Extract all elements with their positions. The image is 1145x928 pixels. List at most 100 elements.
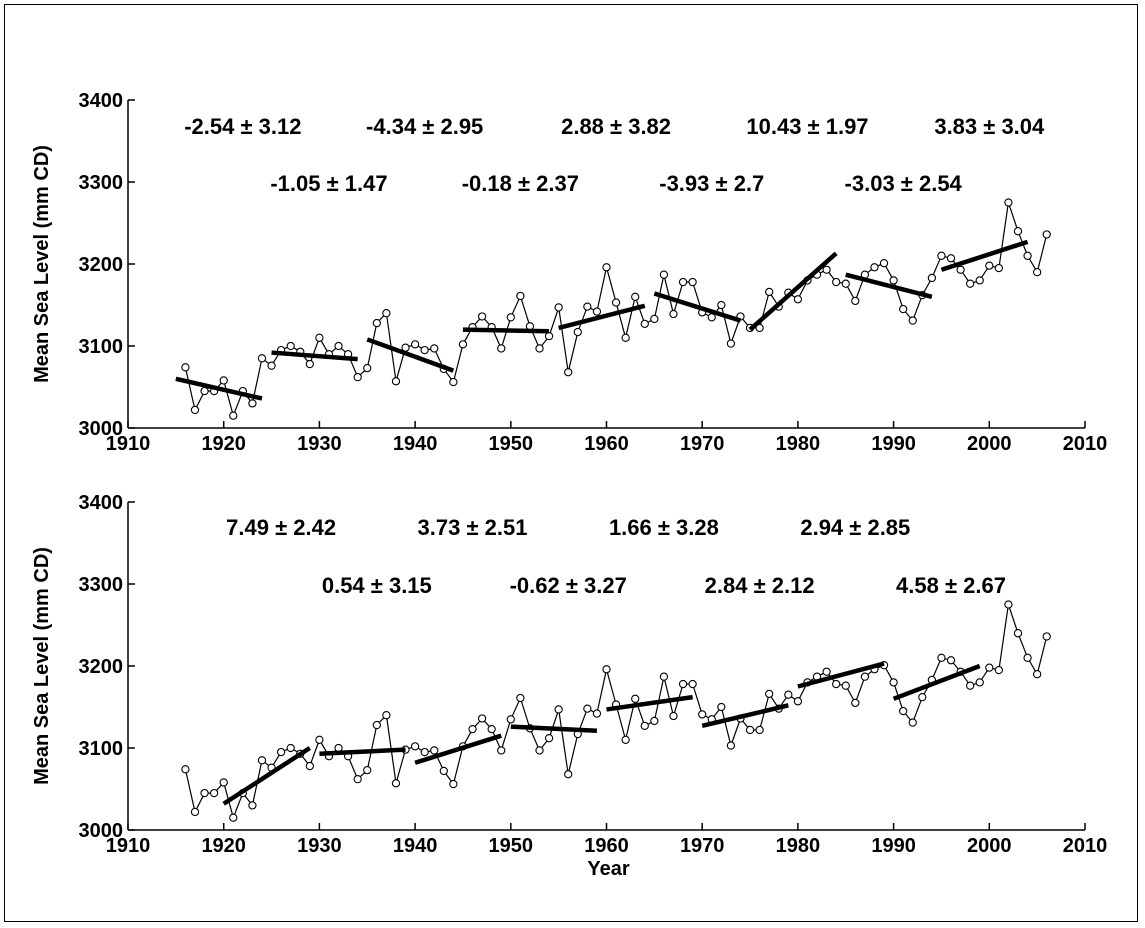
x-tick-label: 1980	[776, 835, 821, 857]
data-point	[190, 807, 200, 817]
x-tick-label: 1980	[776, 433, 821, 455]
trend-annotation: 3.83 ± 3.04	[934, 114, 1045, 139]
data-point	[956, 265, 965, 274]
data-point	[248, 801, 257, 810]
data-point	[1023, 251, 1032, 260]
x-tick-label: 1970	[680, 433, 725, 455]
data-point	[994, 263, 1004, 273]
data-point	[410, 742, 420, 751]
trend-segment	[510, 724, 598, 734]
y-tick-label: 3100	[79, 738, 124, 760]
data-point	[1023, 653, 1032, 662]
series-line	[184, 202, 1048, 418]
data-point	[994, 665, 1004, 675]
data-point	[181, 363, 190, 372]
data-point	[985, 261, 994, 270]
series-line	[184, 604, 1048, 820]
y-tick-label: 3000	[79, 418, 124, 440]
data-point	[765, 689, 774, 699]
x-tick-label: 2010	[1063, 835, 1108, 857]
x-tick-label: 1910	[106, 835, 151, 857]
data-point	[870, 263, 879, 272]
data-point	[784, 690, 793, 699]
data-point	[372, 720, 381, 730]
trend-segment	[701, 703, 789, 729]
data-point	[564, 770, 573, 779]
trend-segment	[414, 733, 502, 765]
data-point	[554, 303, 563, 312]
data-point	[851, 296, 860, 306]
data-point	[621, 333, 630, 342]
data-point	[841, 681, 850, 690]
data-point	[1013, 227, 1023, 236]
data-point	[937, 251, 946, 260]
data-point	[1042, 230, 1051, 239]
trend-segment	[319, 747, 406, 756]
data-point	[544, 734, 554, 743]
data-point	[860, 672, 870, 681]
data-point	[640, 319, 649, 329]
data-point	[793, 697, 803, 706]
data-point	[315, 735, 324, 744]
data-point	[190, 405, 200, 415]
x-tick-label: 1940	[393, 433, 438, 455]
data-point	[1004, 198, 1013, 207]
y-axis-label: Mean Sea Level (mm CD)	[31, 547, 53, 785]
data-point	[468, 724, 477, 734]
y-tick-label: 3200	[79, 656, 124, 678]
data-point	[937, 653, 946, 662]
trend-segment	[175, 376, 263, 401]
x-tick-label: 1930	[297, 835, 342, 857]
trend-annotation: 2.84 ± 2.12	[705, 573, 815, 598]
data-point	[420, 345, 429, 355]
trend-annotation: 0.54 ± 3.15	[322, 573, 432, 598]
trend-annotation: 2.88 ± 3.82	[561, 114, 671, 139]
data-point	[640, 721, 649, 731]
data-point	[669, 711, 678, 721]
data-point	[755, 323, 764, 333]
trend-segment	[271, 350, 358, 362]
data-point	[822, 667, 831, 676]
data-point	[583, 302, 592, 311]
panel-top: 1910 1920 1930 1940 1950 1960 1970 1980 1990 2000…	[31, 90, 1107, 455]
x-tick-label: 1960	[584, 835, 629, 857]
data-point	[554, 705, 563, 714]
trend-segment	[558, 303, 646, 331]
data-point	[430, 344, 439, 353]
trend-annotation: -0.62 ± 3.27	[510, 573, 627, 598]
data-point	[353, 775, 362, 784]
data-point	[506, 715, 515, 724]
data-point	[334, 341, 343, 351]
data-point	[631, 694, 640, 703]
x-tick-label: 1940	[393, 835, 438, 857]
y-tick-label: 3300	[79, 574, 124, 596]
data-point	[200, 386, 209, 396]
data-point	[573, 327, 582, 337]
data-point	[822, 265, 831, 274]
trend-segment	[606, 694, 693, 712]
data-point	[1033, 268, 1042, 277]
data-point	[717, 300, 726, 310]
trend-annotation: -1.05 ± 1.47	[270, 171, 387, 196]
x-tick-label: 1970	[680, 835, 725, 857]
data-point	[1013, 629, 1023, 638]
data-point	[841, 279, 850, 288]
data-point	[1033, 670, 1042, 679]
data-point	[899, 706, 908, 716]
data-point	[544, 332, 554, 341]
data-point	[449, 779, 458, 789]
data-point	[420, 747, 429, 757]
data-point	[286, 341, 295, 351]
x-tick-label: 1950	[489, 433, 534, 455]
y-tick-label: 3400	[79, 90, 124, 112]
x-tick-label: 1910	[106, 433, 151, 455]
x-tick-label: 1920	[201, 433, 246, 455]
data-point	[793, 295, 803, 304]
data-point	[592, 709, 602, 718]
data-point	[219, 778, 228, 787]
data-point	[1042, 632, 1051, 641]
data-point	[918, 693, 927, 702]
data-point	[516, 291, 525, 301]
data-point	[391, 377, 401, 386]
